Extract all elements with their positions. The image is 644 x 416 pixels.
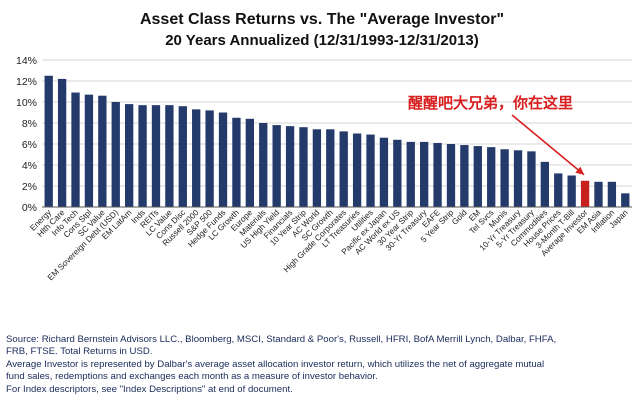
bar bbox=[460, 145, 469, 207]
y-tick-label: 0% bbox=[22, 202, 37, 214]
bar bbox=[594, 181, 603, 207]
y-tick-label: 2% bbox=[22, 181, 37, 193]
footnote-line: Source: Richard Bernstein Advisors LLC.,… bbox=[6, 334, 557, 345]
bar bbox=[125, 104, 134, 207]
bars bbox=[44, 75, 630, 208]
y-tick-label: 4% bbox=[22, 160, 37, 172]
y-tick-label: 10% bbox=[16, 97, 37, 109]
bar bbox=[57, 78, 67, 208]
chart-subtitle: 20 Years Annualized (12/31/1993-12/31/20… bbox=[165, 32, 479, 49]
bar bbox=[420, 141, 429, 207]
bar bbox=[232, 117, 241, 207]
bar bbox=[44, 75, 53, 207]
bar bbox=[567, 175, 576, 207]
bar bbox=[98, 95, 107, 207]
bar bbox=[138, 105, 147, 207]
bar bbox=[473, 146, 482, 207]
bar bbox=[554, 173, 563, 207]
bar bbox=[205, 110, 214, 207]
bar bbox=[259, 123, 268, 207]
bar bbox=[487, 147, 496, 207]
y-axis-ticks: 0% 2% 4% 6% 8% 10% 12% 14% bbox=[16, 55, 37, 214]
bar bbox=[71, 92, 80, 207]
bar bbox=[513, 150, 523, 207]
footnote-line: For Index descriptors, see "Index Descri… bbox=[6, 383, 293, 395]
bar bbox=[433, 142, 442, 207]
y-tick-label: 8% bbox=[22, 118, 37, 130]
bar bbox=[352, 133, 362, 207]
y-tick-label: 12% bbox=[16, 76, 37, 88]
bar bbox=[621, 193, 630, 207]
bar bbox=[366, 134, 375, 207]
annotation-group: 醒醒吧大兄弟，你在这里 bbox=[408, 94, 585, 176]
bar bbox=[245, 118, 254, 207]
bar bbox=[272, 125, 281, 207]
bar bbox=[178, 106, 187, 207]
annotation-text: 醒醒吧大兄弟，你在这里 bbox=[408, 94, 573, 112]
bar bbox=[165, 105, 174, 207]
y-tick-label: 14% bbox=[16, 55, 37, 67]
bar bbox=[218, 112, 228, 207]
annotation-arrow-line bbox=[511, 114, 585, 176]
bar bbox=[192, 109, 201, 207]
bar bbox=[393, 139, 402, 207]
footnote-line: fund sales, redemptions and exchanges ea… bbox=[6, 371, 378, 383]
y-tick-label: 6% bbox=[22, 139, 37, 151]
bar bbox=[446, 144, 456, 207]
bar bbox=[527, 151, 536, 207]
chart-title: Asset Class Returns vs. The "Average Inv… bbox=[139, 11, 505, 28]
bar bbox=[500, 149, 509, 207]
bar bbox=[406, 141, 415, 207]
bar-highlight bbox=[580, 180, 590, 207]
bar bbox=[312, 129, 322, 207]
bar bbox=[151, 105, 161, 207]
source-footnote: Source: Richard Bernstein Advisors LLC.,… bbox=[6, 334, 638, 396]
annotation-arrow-head bbox=[575, 166, 585, 175]
bar bbox=[84, 94, 94, 207]
bar bbox=[299, 127, 308, 207]
bar bbox=[339, 131, 348, 207]
bar bbox=[285, 126, 295, 207]
bar bbox=[540, 161, 549, 207]
bar bbox=[326, 129, 335, 207]
bar bbox=[607, 181, 617, 207]
footnote-line: Average Investor is represented by Dalba… bbox=[6, 358, 545, 370]
bar bbox=[111, 102, 120, 207]
footnote-line: FRB, FTSE. Total Returns in USD. bbox=[6, 346, 153, 358]
bar bbox=[379, 137, 389, 207]
